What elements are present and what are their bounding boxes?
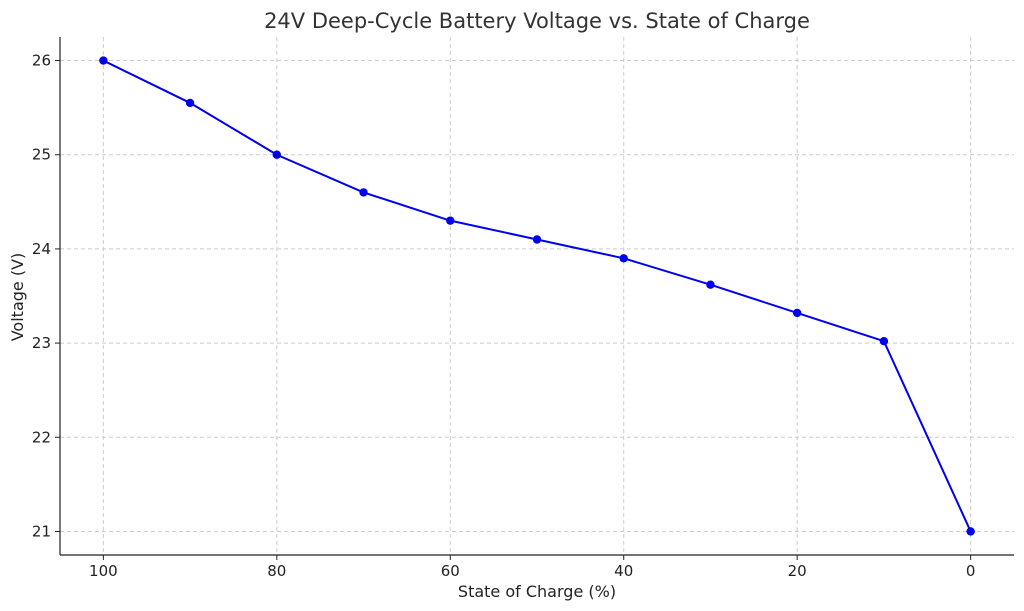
y-axis-label: Voltage (V) [8, 253, 27, 342]
y-tick-label: 26 [32, 52, 51, 70]
data-point [359, 188, 368, 197]
data-point [879, 337, 889, 346]
data-point [966, 527, 975, 536]
x-tick-label: 80 [267, 562, 286, 580]
data-point [272, 150, 282, 159]
y-tick-label: 21 [32, 522, 51, 540]
data-point [532, 235, 542, 244]
series-line [102, 59, 972, 532]
axes [59, 37, 1014, 556]
chart-title: 24V Deep-Cycle Battery Voltage vs. State… [264, 9, 810, 33]
y-tick-label: 25 [32, 146, 51, 164]
data-point [619, 254, 628, 263]
x-tick-label: 40 [614, 562, 633, 580]
y-tick-label: 23 [32, 334, 51, 352]
data-point [706, 280, 715, 289]
x-axis-label: State of Charge (%) [458, 582, 616, 601]
y-tick-label: 24 [32, 240, 51, 258]
x-tick-label: 0 [966, 562, 976, 580]
y-tick-label: 22 [32, 428, 51, 446]
data-point [792, 308, 802, 318]
x-tick-label: 60 [441, 562, 460, 580]
x-tick-label: 20 [788, 562, 807, 580]
grid [60, 37, 1014, 555]
ticks: 100 80 60 40 20 0 21 22 23 24 25 26 [32, 52, 976, 580]
data-point [446, 216, 455, 225]
series [99, 56, 975, 536]
data-point [185, 98, 195, 108]
x-tick-label: 100 [89, 562, 118, 580]
data-point [99, 56, 108, 65]
